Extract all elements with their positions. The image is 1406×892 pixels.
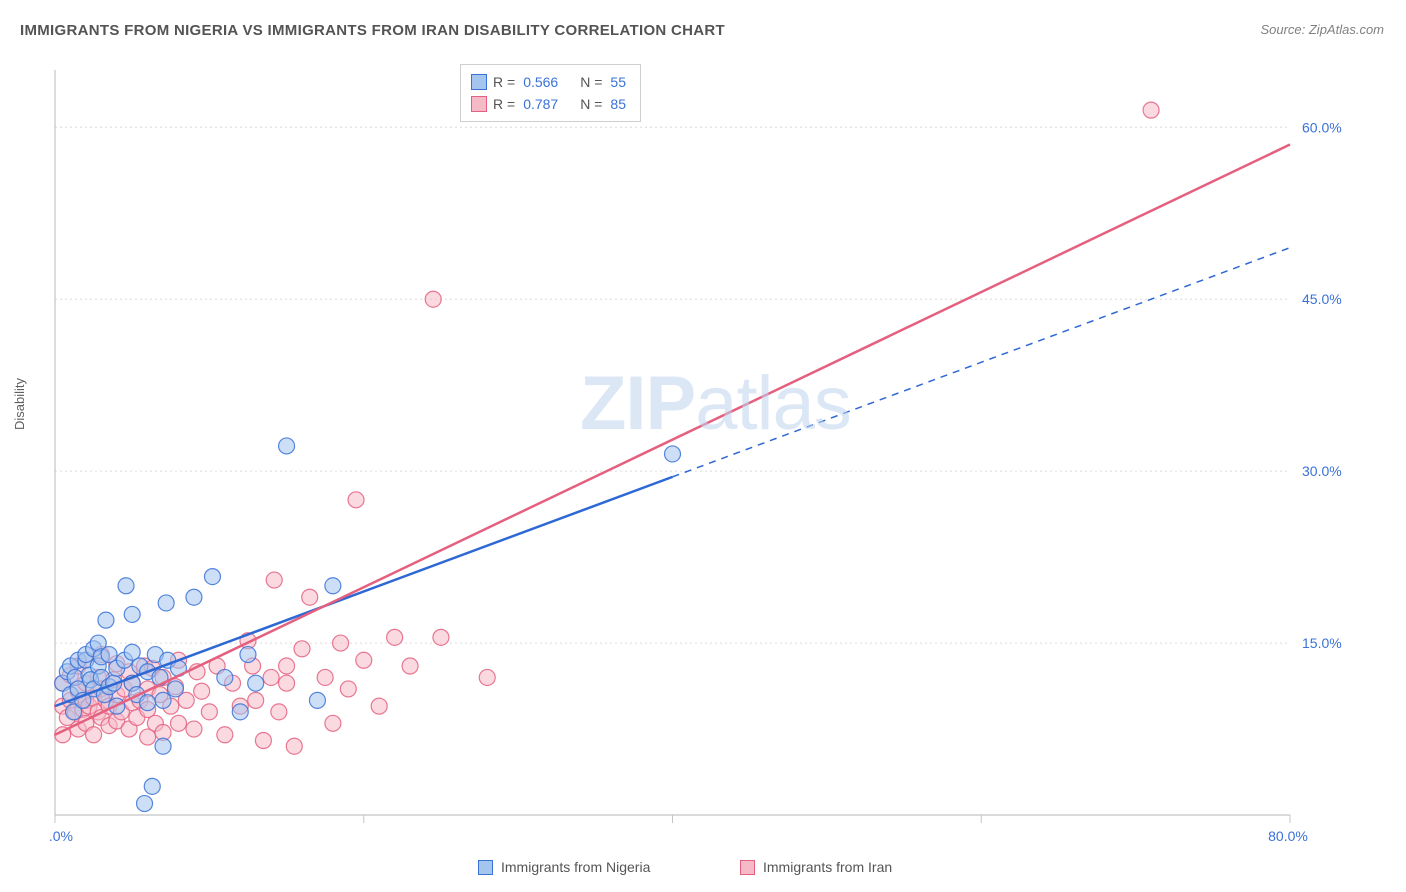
scatter-plot-area: 15.0% 30.0% 45.0% 60.0% 0.0% 80.0%: [50, 60, 1370, 850]
legend-row-nigeria: R = 0.566 N = 55: [471, 71, 626, 93]
legend-r-value: 0.787: [523, 96, 558, 112]
swatch-nigeria: [471, 74, 487, 90]
legend-row-iran: R = 0.787 N = 85: [471, 93, 626, 115]
swatch-nigeria: [478, 860, 493, 875]
svg-text:45.0%: 45.0%: [1302, 291, 1342, 307]
chart-title: IMMIGRANTS FROM NIGERIA VS IMMIGRANTS FR…: [20, 22, 725, 39]
swatch-iran: [740, 860, 755, 875]
svg-text:15.0%: 15.0%: [1302, 635, 1342, 651]
svg-text:30.0%: 30.0%: [1302, 463, 1342, 479]
legend-label: Immigrants from Nigeria: [501, 859, 650, 875]
svg-text:0.0%: 0.0%: [50, 828, 73, 844]
legend-n-label: N =: [580, 96, 602, 112]
source-attribution: Source: ZipAtlas.com: [1260, 22, 1384, 37]
svg-text:80.0%: 80.0%: [1268, 828, 1308, 844]
legend-n-value: 55: [610, 74, 626, 90]
legend-n-value: 85: [610, 96, 626, 112]
legend-r-label: R =: [493, 96, 515, 112]
chart-svg: 15.0% 30.0% 45.0% 60.0% 0.0% 80.0%: [50, 60, 1370, 850]
svg-text:60.0%: 60.0%: [1302, 119, 1342, 135]
legend-r-value: 0.566: [523, 74, 558, 90]
legend-bottom-iran: Immigrants from Iran: [740, 859, 892, 875]
correlation-legend: R = 0.566 N = 55 R = 0.787 N = 85: [460, 64, 641, 122]
legend-bottom-nigeria: Immigrants from Nigeria: [478, 859, 650, 875]
y-axis-label: Disability: [12, 378, 27, 430]
legend-label: Immigrants from Iran: [763, 859, 892, 875]
legend-n-label: N =: [580, 74, 602, 90]
legend-r-label: R =: [493, 74, 515, 90]
swatch-iran: [471, 96, 487, 112]
